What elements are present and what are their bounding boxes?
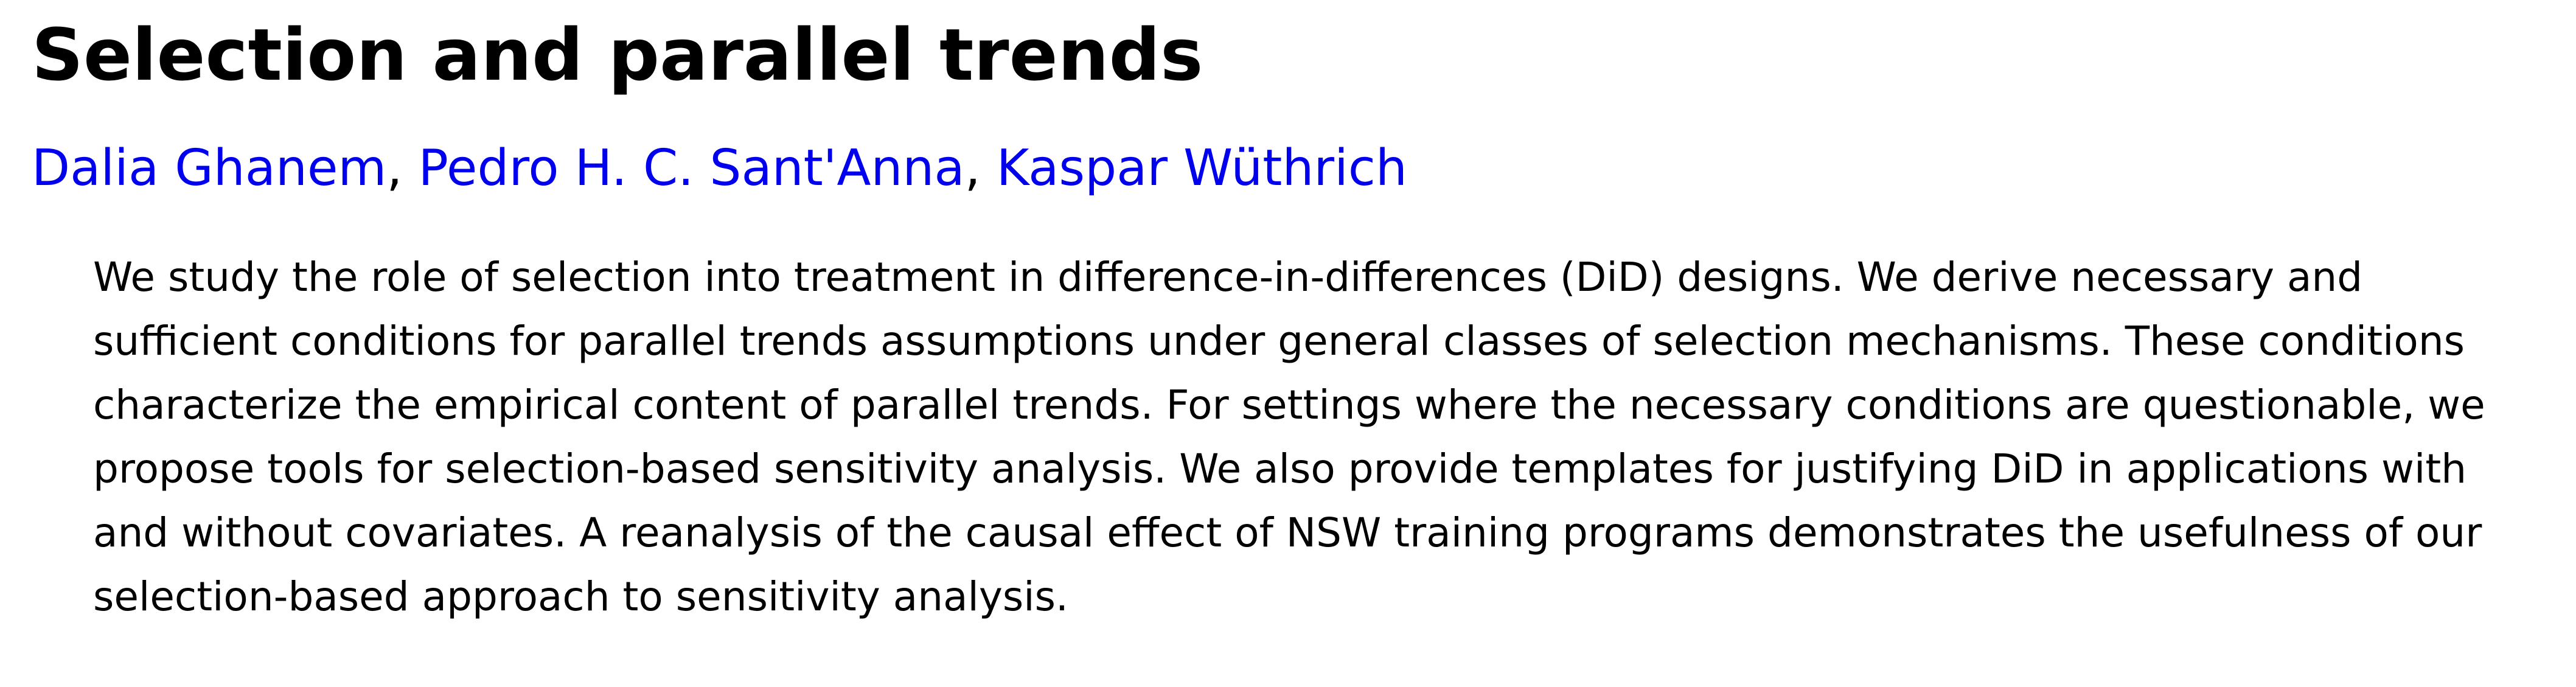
author-link-ghanem[interactable]: Dalia Ghanem — [32, 139, 387, 197]
author-link-santanna[interactable]: Pedro H. C. Sant'Anna — [418, 139, 965, 197]
author-separator: , — [964, 139, 997, 197]
author-separator: , — [386, 139, 419, 197]
paper-title: Selection and parallel trends — [32, 13, 1203, 97]
author-list: Dalia Ghanem, Pedro H. C. Sant'Anna, Kas… — [32, 135, 1407, 202]
abstract-text: We study the role of selection into trea… — [93, 254, 2485, 620]
author-link-wuthrich[interactable]: Kaspar Wüthrich — [996, 139, 1407, 197]
